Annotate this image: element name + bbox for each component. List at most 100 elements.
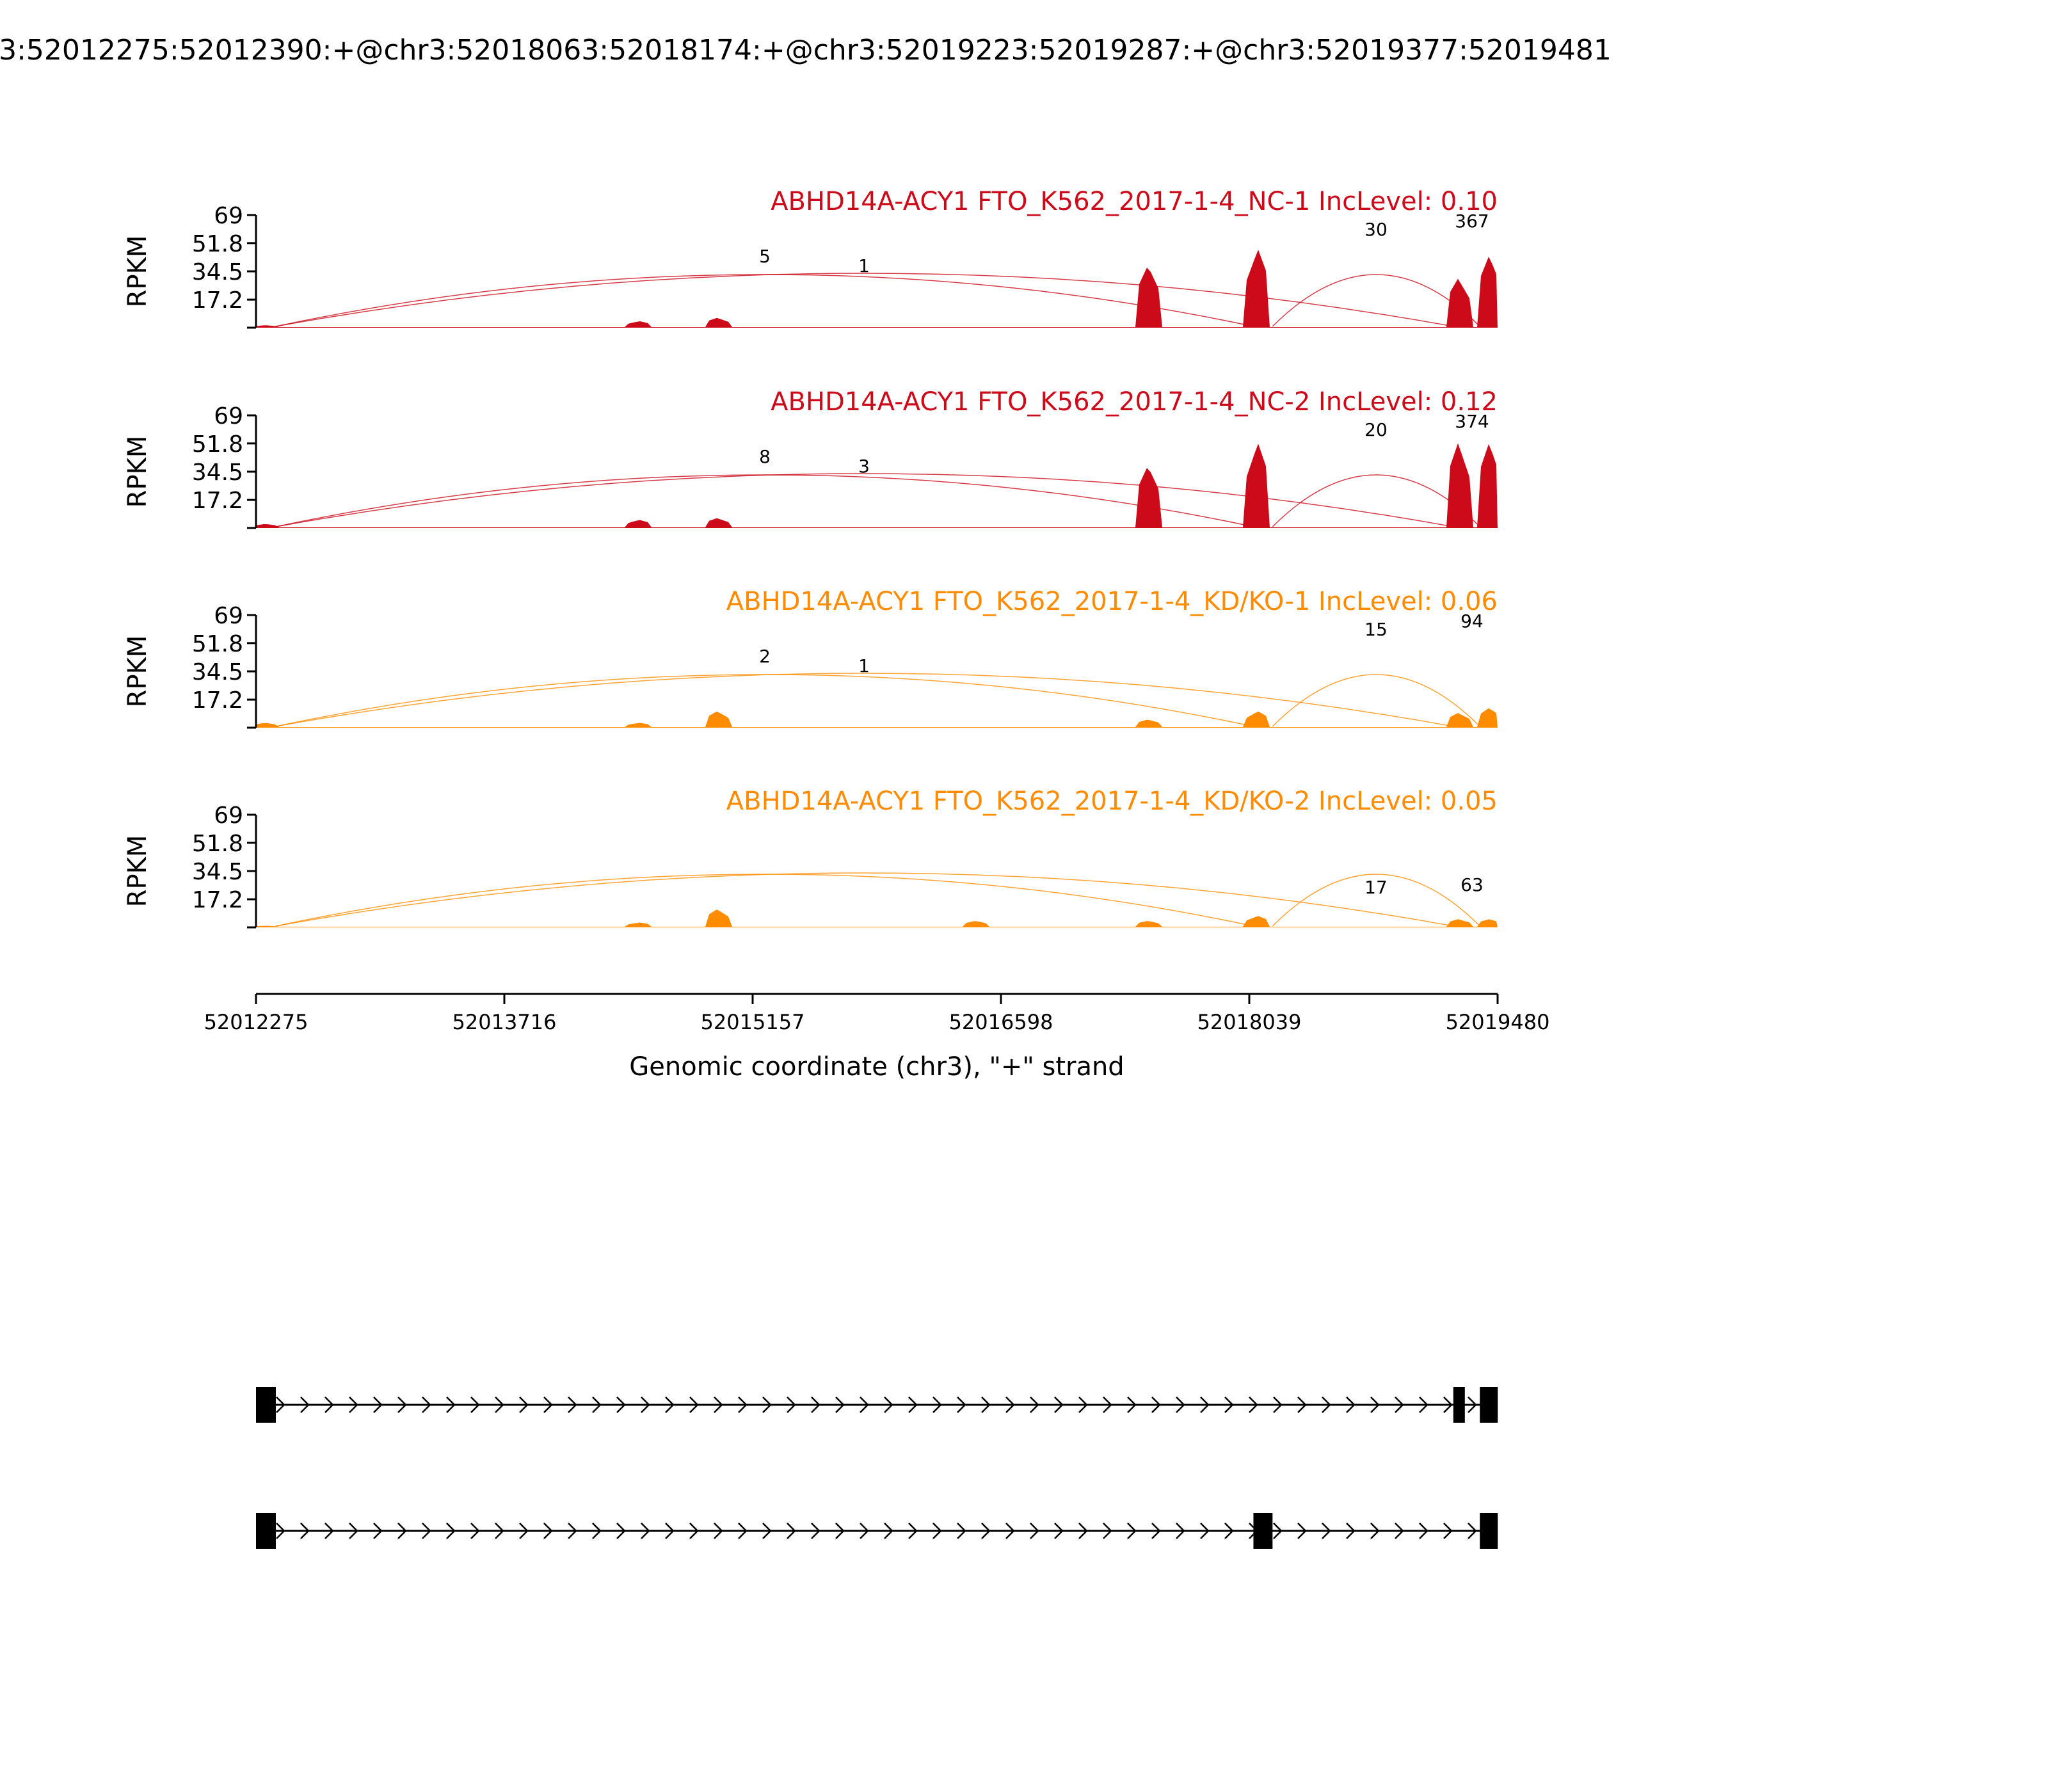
y-axis-label: RPKM xyxy=(123,636,152,708)
strand-arrow xyxy=(1346,1523,1356,1539)
strand-arrow xyxy=(1224,1396,1234,1413)
y-tick-label: 34.5 xyxy=(192,859,243,885)
junction-count-label: 20 xyxy=(1364,419,1388,440)
junction-arc xyxy=(275,673,1453,727)
strand-arrow xyxy=(1054,1396,1064,1413)
strand-arrow xyxy=(616,1523,626,1539)
coverage-area xyxy=(256,708,1498,728)
junction-count-label: 15 xyxy=(1364,619,1388,640)
junction-arc xyxy=(1272,474,1480,527)
strand-arrow xyxy=(1224,1523,1234,1539)
strand-arrow xyxy=(932,1396,942,1413)
junction-arc xyxy=(1272,874,1480,927)
junction-count-label: 63 xyxy=(1460,874,1484,895)
y-tick-label: 69 xyxy=(214,203,243,229)
strand-arrow xyxy=(446,1396,456,1413)
transcript-model xyxy=(256,1387,1498,1423)
x-tick-label: 52019480 xyxy=(1446,1010,1550,1034)
y-tick-label: 69 xyxy=(214,603,243,629)
junction-count-label: 3 xyxy=(858,456,870,477)
strand-arrow xyxy=(543,1396,553,1413)
coverage-area xyxy=(256,443,1498,528)
junction-arc xyxy=(275,872,1453,927)
junction-count-label: 8 xyxy=(759,446,771,467)
strand-arrow xyxy=(1419,1396,1428,1413)
x-axis-label: Genomic coordinate (chr3), "+" strand xyxy=(629,1052,1124,1082)
strand-arrow xyxy=(1419,1523,1428,1539)
strand-arrow xyxy=(1297,1523,1307,1539)
strand-arrow xyxy=(689,1523,699,1539)
strand-arrow xyxy=(860,1523,869,1539)
junction-arc xyxy=(1272,674,1480,727)
y-tick-label: 69 xyxy=(214,803,243,829)
strand-arrow xyxy=(1176,1523,1185,1539)
strand-arrow xyxy=(1127,1396,1137,1413)
strand-arrow xyxy=(860,1396,869,1413)
panel-title: ABHD14A-ACY1 FTO_K562_2017-1-4_NC-1 IncL… xyxy=(771,187,1498,216)
y-tick-label: 51.8 xyxy=(192,631,243,657)
strand-arrow xyxy=(446,1523,456,1539)
strand-arrow xyxy=(1005,1523,1015,1539)
x-tick-label: 52012275 xyxy=(204,1010,308,1034)
strand-arrow xyxy=(1346,1396,1356,1413)
x-tick-label: 52016598 xyxy=(949,1010,1053,1034)
strand-arrow xyxy=(300,1523,310,1539)
y-axis-label: RPKM xyxy=(123,835,152,908)
y-tick-label: 51.8 xyxy=(192,231,243,257)
strand-arrow xyxy=(908,1396,918,1413)
strand-arrow xyxy=(908,1523,918,1539)
strand-arrow xyxy=(884,1523,893,1539)
junction-count-label: 5 xyxy=(759,246,771,267)
strand-arrow xyxy=(373,1523,383,1539)
strand-arrow xyxy=(689,1396,699,1413)
strand-arrow xyxy=(1395,1523,1404,1539)
x-tick-label: 52018039 xyxy=(1197,1010,1302,1034)
strand-arrow xyxy=(1078,1523,1088,1539)
strand-arrow xyxy=(422,1523,431,1539)
strand-arrow xyxy=(738,1396,748,1413)
strand-arrow xyxy=(568,1396,577,1413)
strand-arrow xyxy=(324,1523,334,1539)
strand-arrow xyxy=(1249,1396,1258,1413)
strand-arrow xyxy=(932,1523,942,1539)
strand-arrow xyxy=(324,1396,334,1413)
y-tick-label: 34.5 xyxy=(192,259,243,285)
junction-arc xyxy=(275,473,1453,527)
y-axis-label: RPKM xyxy=(123,236,152,308)
strand-arrow xyxy=(1151,1396,1161,1413)
strand-arrow xyxy=(1005,1396,1015,1413)
strand-arrow xyxy=(1322,1523,1331,1539)
junction-count-label: 367 xyxy=(1455,211,1489,232)
strand-arrow xyxy=(1030,1523,1039,1539)
junction-count-label: 1 xyxy=(858,655,870,676)
strand-arrow xyxy=(957,1523,966,1539)
strand-arrow xyxy=(276,1523,285,1539)
strand-arrow xyxy=(981,1396,991,1413)
strand-arrow xyxy=(592,1523,602,1539)
y-tick-label: 17.2 xyxy=(192,287,243,314)
junction-count-label: 1 xyxy=(858,255,870,276)
strand-arrow xyxy=(519,1396,529,1413)
strand-arrow xyxy=(568,1523,577,1539)
y-axis-label: RPKM xyxy=(123,436,152,508)
strand-arrow xyxy=(543,1523,553,1539)
strand-arrow xyxy=(470,1523,480,1539)
strand-arrow xyxy=(641,1396,650,1413)
panel-title: ABHD14A-ACY1 FTO_K562_2017-1-4_KD/KO-2 I… xyxy=(726,787,1498,816)
junction-count-label: 30 xyxy=(1364,219,1388,240)
strand-arrow xyxy=(1030,1396,1039,1413)
strand-arrow xyxy=(714,1523,723,1539)
strand-arrow xyxy=(835,1523,845,1539)
strand-arrow xyxy=(1443,1396,1453,1413)
junction-count-label: 2 xyxy=(759,646,771,667)
strand-arrow xyxy=(1468,1396,1477,1413)
strand-arrow xyxy=(495,1523,504,1539)
strand-arrow xyxy=(300,1396,310,1413)
strand-arrow xyxy=(1273,1523,1283,1539)
strand-arrow xyxy=(835,1396,845,1413)
exon-block xyxy=(256,1387,276,1423)
